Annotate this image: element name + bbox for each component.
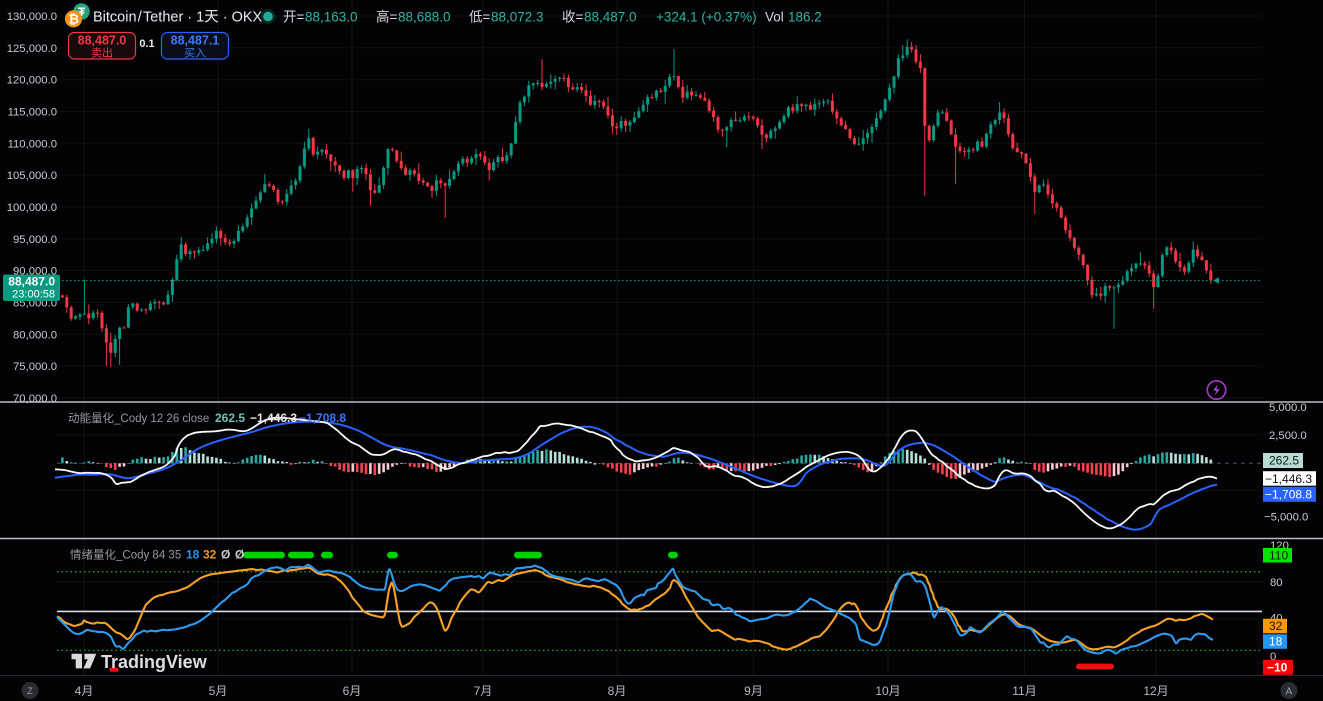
svg-text:−1,446.3: −1,446.3 [250,411,297,425]
svg-text:0: 0 [1270,651,1276,663]
svg-text:110,000.0: 110,000.0 [8,138,57,150]
svg-text:11月: 11月 [1012,684,1036,698]
svg-text:低=: 低= [469,10,490,25]
svg-text:情绪量化_Cody 84 35: 情绪量化_Cody 84 35 [70,548,181,562]
svg-text:A: A [1286,687,1293,698]
svg-text:12月: 12月 [1143,684,1168,698]
svg-text:Vol: Vol [765,10,784,25]
svg-text:2,500.0: 2,500.0 [1269,430,1307,442]
svg-text:−1,446.3: −1,446.3 [1265,472,1312,486]
svg-text:95,000.0: 95,000.0 [13,234,57,246]
svg-text:32: 32 [1269,619,1283,633]
svg-text:88,487.0: 88,487.0 [584,10,637,25]
svg-text:88,487.0: 88,487.0 [78,34,127,48]
svg-text:9月: 9月 [744,684,763,698]
svg-text:5月: 5月 [209,684,228,698]
svg-text:7月: 7月 [474,684,493,698]
svg-text:Ø: Ø [221,548,230,562]
svg-text:卖出: 卖出 [91,46,113,60]
svg-text:88,688.0: 88,688.0 [398,10,451,25]
svg-text:高=: 高= [376,9,397,25]
svg-text:10月: 10月 [875,684,900,698]
svg-text:130,000.0: 130,000.0 [7,11,57,23]
svg-text:110: 110 [1269,549,1288,563]
svg-text:105,000.0: 105,000.0 [7,170,57,182]
svg-text:动能量化_Cody 12 26 close: 动能量化_Cody 12 26 close [68,411,209,425]
svg-text:−5,000.0: −5,000.0 [1264,512,1308,524]
svg-text:262.5: 262.5 [215,411,245,425]
svg-text:−1,708.8: −1,708.8 [299,411,346,425]
svg-text:−1,708.8: −1,708.8 [1265,488,1312,502]
svg-text:买入: 买入 [184,47,206,60]
svg-text:23:00:58: 23:00:58 [12,289,55,301]
svg-text:32: 32 [203,548,217,562]
svg-text:TradingView: TradingView [101,652,208,672]
svg-text:186.2: 186.2 [788,10,822,25]
svg-text:8月: 8月 [608,684,627,698]
svg-text:Ø: Ø [235,548,244,562]
svg-text:88,163.0: 88,163.0 [305,10,358,25]
svg-text:6月: 6月 [343,684,362,698]
svg-text:125,000.0: 125,000.0 [7,43,57,55]
svg-text:70,000.0: 70,000.0 [13,393,57,405]
svg-text:80,000.0: 80,000.0 [13,329,57,341]
svg-text:120,000.0: 120,000.0 [7,75,57,87]
svg-text:Bitcoin / Tether · 1天 · OKX: Bitcoin / Tether · 1天 · OKX [93,10,263,26]
svg-text:18: 18 [1269,635,1283,649]
svg-text:4月: 4月 [75,684,94,698]
svg-text:0.1: 0.1 [139,38,154,50]
svg-text:80: 80 [1270,577,1283,589]
svg-text:88,487.1: 88,487.1 [171,34,220,48]
svg-text:₮: ₮ [78,5,86,19]
svg-text:5,000.0: 5,000.0 [1269,402,1307,414]
svg-text:收=: 收= [562,10,584,25]
svg-text:开=: 开= [283,10,304,25]
svg-text:262.5: 262.5 [1269,454,1299,468]
svg-text:₿: ₿ [68,12,79,27]
svg-text:75,000.0: 75,000.0 [13,361,57,373]
svg-text:+324.1 (+0.37%): +324.1 (+0.37%) [656,10,757,25]
svg-text:115,000.0: 115,000.0 [8,107,57,119]
svg-text:18: 18 [186,548,200,562]
svg-text:−10: −10 [1267,661,1288,675]
svg-text:100,000.0: 100,000.0 [7,202,57,214]
svg-text:88,487.0: 88,487.0 [8,275,55,289]
svg-text:88,072.3: 88,072.3 [491,10,544,25]
svg-text:Z: Z [27,686,33,696]
